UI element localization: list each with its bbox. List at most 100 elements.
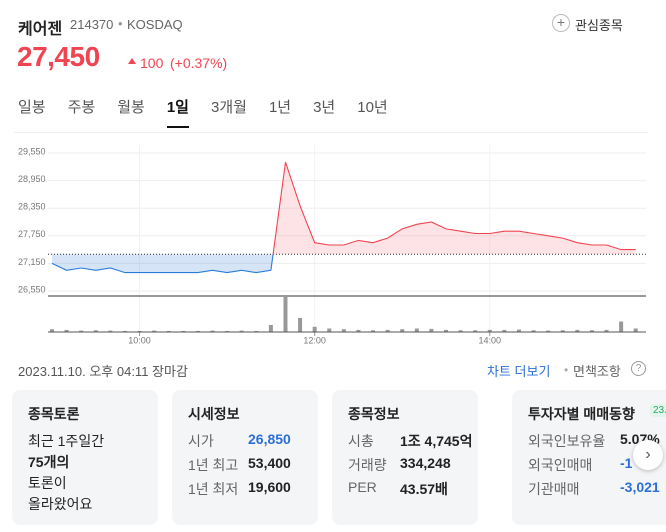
row-label: 시총 xyxy=(348,433,374,449)
y-tick-label: 29,550 xyxy=(18,146,46,156)
y-tick-label: 28,350 xyxy=(18,202,46,212)
period-tab[interactable]: 일봉 xyxy=(18,99,46,116)
volume-bar xyxy=(268,325,273,332)
volume-bar xyxy=(225,330,230,332)
card-line: 75개의 xyxy=(28,454,70,470)
timestamp: 2023.11.10. 오후 04:11 장마감 xyxy=(18,364,188,379)
card-row: 1년 최저 19,600 xyxy=(188,479,291,499)
more-chart-link[interactable]: 차트 더보기 xyxy=(487,364,551,379)
volume-bar xyxy=(108,330,113,332)
chart: 26,550 27,150 27,750 28,350 28,950 29,550 10:0… xyxy=(18,145,646,345)
period-tab[interactable]: 1일 xyxy=(166,96,189,128)
info-card[interactable]: 종목정보 시총 1조 4,745억 거래량 334,248 PER 43.57배 xyxy=(332,390,478,525)
y-tick-label: 28,950 xyxy=(18,174,46,184)
period-tab[interactable]: 3개월 xyxy=(210,99,247,116)
row-value: 19,600 xyxy=(248,479,291,495)
volume-bar xyxy=(137,330,142,332)
row-label: 1년 최고 xyxy=(188,457,239,473)
volume-bar xyxy=(546,330,551,332)
market: KOSDAQ xyxy=(127,17,183,32)
volume-bar xyxy=(298,318,303,332)
y-tick-label: 26,550 xyxy=(18,284,46,294)
separator-dot: • xyxy=(118,16,123,31)
volume-bar xyxy=(633,328,638,332)
volume-bar xyxy=(239,330,244,332)
volume-bar xyxy=(64,329,69,332)
area-down xyxy=(52,254,636,273)
volume-bar xyxy=(444,329,448,332)
next-button[interactable]: › xyxy=(633,440,663,470)
y-tick-label: 27,750 xyxy=(18,229,46,239)
card-title: 투자자별 매매동향 xyxy=(528,406,635,422)
volume-bar xyxy=(502,329,507,332)
volume-bar xyxy=(589,330,594,332)
period-tab[interactable]: 3년 xyxy=(313,99,336,116)
price-line-down xyxy=(51,254,274,274)
row-value: 334,248 xyxy=(400,455,451,471)
card-title: 종목토론 xyxy=(28,406,80,422)
card-line: 올라왔어요 xyxy=(28,496,93,512)
volume-bar xyxy=(181,330,186,332)
row-label: 시가 xyxy=(188,433,214,449)
card-badge: 23.1 xyxy=(650,404,666,417)
row-label: PER xyxy=(348,479,377,495)
card-title: 시세정보 xyxy=(188,406,240,422)
stock-code: 214370 xyxy=(70,17,114,32)
watch-button[interactable]: 관심종목 xyxy=(575,18,623,33)
watch-icon[interactable]: + xyxy=(552,14,570,32)
info-icon[interactable]: ? xyxy=(631,361,646,376)
change-percent: (+0.37%) xyxy=(170,55,228,71)
x-tick-label: 14:00 xyxy=(479,335,502,345)
volume-bar xyxy=(604,329,609,332)
card-row: 외국인보유율 5.07% xyxy=(528,431,660,451)
row-value: 53,400 xyxy=(248,455,291,471)
disclaimer-link[interactable]: 면책조항 xyxy=(573,364,621,379)
volume-bar xyxy=(516,329,521,332)
card-line: 토론이 xyxy=(28,475,67,491)
card-row: PER 43.57배 xyxy=(348,479,448,497)
volume-bar xyxy=(283,297,288,332)
price-line-up xyxy=(272,162,636,255)
row-label: 1년 최저 xyxy=(188,481,239,497)
period-tab[interactable]: 10년 xyxy=(357,99,388,116)
volume-bar xyxy=(487,329,492,332)
row-label: 외국인매매 xyxy=(528,457,593,473)
card-row: 기관매매 -3,021 xyxy=(528,479,660,499)
volume-bar xyxy=(473,330,478,332)
row-value: 26,850 xyxy=(248,431,291,447)
volume-bar xyxy=(79,330,84,332)
volume-bar xyxy=(371,330,376,332)
divider xyxy=(14,132,648,133)
volume-bar xyxy=(152,330,157,332)
period-tab[interactable]: 1년 xyxy=(268,99,292,116)
volume-bar xyxy=(50,329,54,332)
stock-name: 케어젠 xyxy=(18,21,63,38)
volume-bar xyxy=(195,330,200,332)
volume-bar xyxy=(341,329,346,332)
volume-bar xyxy=(414,328,419,332)
volume-bar xyxy=(312,326,317,332)
price: 27,450 xyxy=(17,41,100,72)
volume-bar xyxy=(429,328,434,332)
row-label: 거래량 xyxy=(348,457,387,473)
volume-bar xyxy=(93,330,98,332)
card-row: 외국인매매 -1 xyxy=(528,455,632,475)
volume-bar xyxy=(166,330,171,332)
period-tab[interactable]: 주봉 xyxy=(67,99,96,116)
y-tick-label: 27,150 xyxy=(18,257,46,267)
volume-bar xyxy=(400,329,405,332)
card-row: 1년 최고 53,400 xyxy=(188,455,291,475)
card-line: 최근 1주일간 xyxy=(28,433,105,449)
x-tick-label: 10:00 xyxy=(128,335,151,345)
row-value: 1조 4,745억 xyxy=(400,433,473,449)
period-tab[interactable]: 월봉 xyxy=(117,99,145,116)
separator-dot: • xyxy=(564,363,569,377)
row-value: -3,021 xyxy=(620,479,660,495)
x-tick-label: 12:00 xyxy=(303,335,326,345)
volume-bar xyxy=(122,330,127,332)
up-arrow xyxy=(128,58,136,64)
